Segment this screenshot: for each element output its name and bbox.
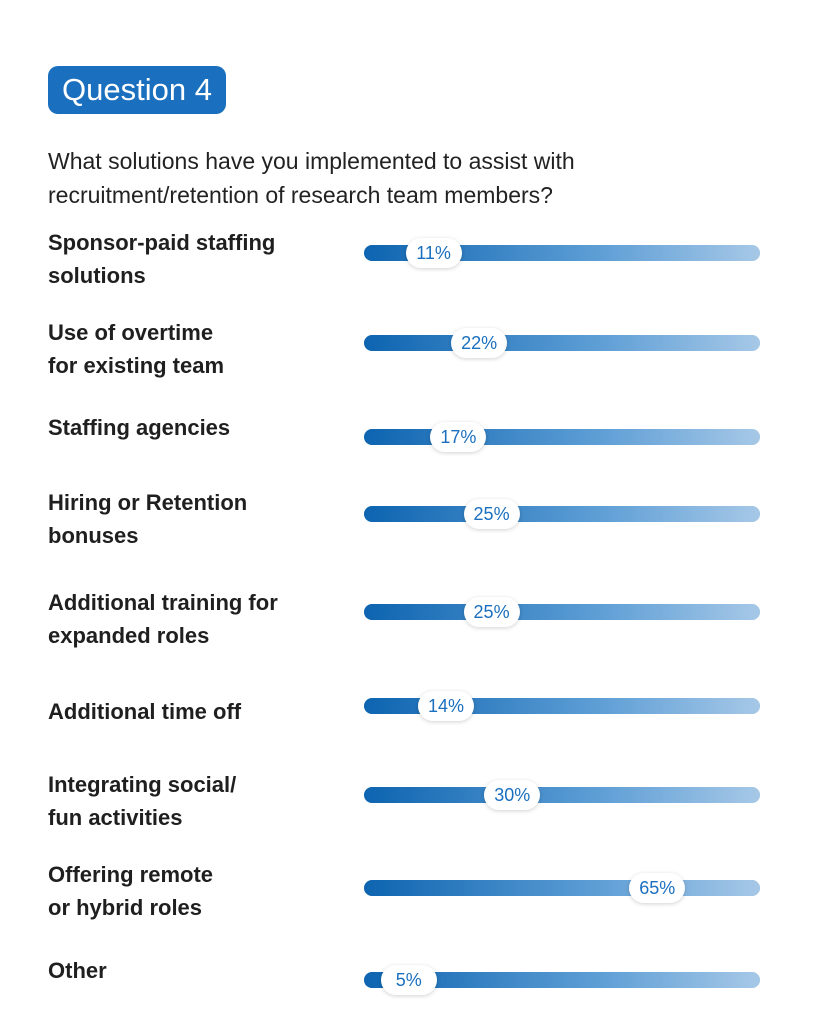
bar-label: Additional training for expanded roles: [48, 586, 348, 652]
bar-value-label: 25%: [463, 499, 520, 529]
bar-label: Use of overtime for existing team: [48, 316, 348, 382]
bar-track: 17%: [364, 422, 760, 452]
bar-fill: [364, 506, 760, 522]
bar-label: Sponsor-paid staffing solutions: [48, 226, 348, 292]
bar-track: 25%: [364, 499, 760, 529]
bar-label-line: expanded roles: [48, 623, 210, 648]
bar-track: 25%: [364, 597, 760, 627]
bar-label: Additional time off: [48, 695, 348, 728]
bar-label-line: bonuses: [48, 523, 139, 548]
bar-value-label: 22%: [451, 328, 508, 358]
bar-label-line: Other: [48, 958, 107, 983]
bar-fill: [364, 880, 760, 896]
bar-track: 22%: [364, 328, 760, 358]
bar-label-line: Hiring or Retention: [48, 490, 248, 515]
bar-label-line: Offering remote: [48, 862, 214, 887]
bar-label: Offering remote or hybrid roles: [48, 858, 348, 924]
bar-track: 14%: [364, 691, 760, 721]
bar-label: Other: [48, 954, 348, 987]
bar-value-label: 14%: [417, 691, 474, 721]
bar-label-line: solutions: [48, 263, 146, 288]
bar-fill: [364, 604, 760, 620]
bar-fill: [364, 245, 760, 261]
bar-label: Integrating social/fun activities: [48, 768, 348, 834]
bar-label-line: Staffing agencies: [48, 415, 231, 440]
bar-value-label: 5%: [380, 965, 437, 995]
question-badge: Question 4: [48, 66, 226, 114]
bar-value-label: 30%: [484, 780, 541, 810]
bar-label-line: Use of overtime: [48, 320, 214, 345]
bar-track: 65%: [364, 873, 760, 903]
bar-value-label: 25%: [463, 597, 520, 627]
bar-label-line: Sponsor-paid staffing: [48, 230, 276, 255]
bar-label: Hiring or Retention bonuses: [48, 486, 348, 552]
bar-fill: [364, 787, 760, 803]
bar-label-line: Additional time off: [48, 699, 242, 724]
bar-label-line: Additional training for: [48, 590, 278, 615]
bar-label-line: for existing team: [48, 353, 225, 378]
question-text: What solutions have you implemented to a…: [48, 148, 575, 208]
bar-fill: [364, 429, 760, 445]
bar-track: 11%: [364, 238, 760, 268]
bar-fill: [364, 335, 760, 351]
bar-value-label: 11%: [405, 238, 462, 268]
bar-track: 5%: [364, 965, 760, 995]
bar-label-line: Integrating social/: [48, 772, 237, 797]
bar-label-line: fun activities: [48, 805, 183, 830]
bar-fill: [364, 972, 760, 988]
bar-label: Staffing agencies: [48, 411, 348, 444]
bar-value-label: 17%: [430, 422, 487, 452]
bar-value-label: 65%: [629, 873, 686, 903]
bar-label-line: or hybrid roles: [48, 895, 203, 920]
bar-track: 30%: [364, 780, 760, 810]
